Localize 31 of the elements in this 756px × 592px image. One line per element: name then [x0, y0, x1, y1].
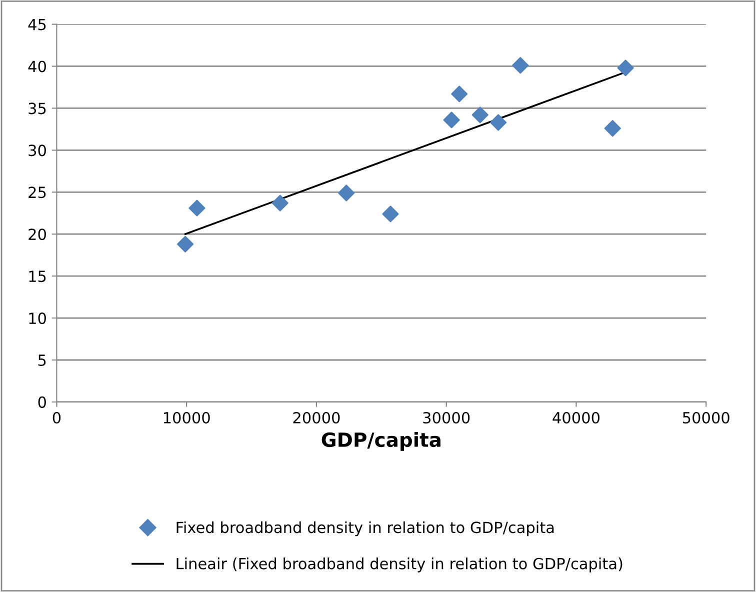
point — [451, 86, 468, 102]
point — [490, 114, 507, 131]
y-tick-label: 25 — [28, 186, 46, 198]
x-tick-label: 50000 — [682, 412, 730, 424]
x-tick-label: 20000 — [293, 412, 340, 424]
point — [176, 236, 194, 252]
y-tick-label: 5 — [38, 354, 46, 366]
y-tick-label: 45 — [28, 18, 46, 30]
x-tick-label: 30000 — [423, 412, 470, 424]
y-tick-label: 20 — [28, 228, 46, 240]
point — [188, 200, 206, 216]
y-tick-label: 15 — [29, 270, 46, 282]
x-tick-label: 10000 — [164, 412, 210, 424]
y-tick-label: 10 — [29, 312, 46, 324]
y-tick-label: 40 — [28, 60, 46, 72]
x-tick-label: 40000 — [552, 412, 600, 424]
x-tick-label: 0 — [52, 412, 61, 424]
point — [443, 112, 460, 128]
point — [617, 60, 634, 76]
y-tick-label: 35 — [28, 102, 46, 114]
point — [338, 184, 355, 202]
point — [272, 194, 288, 212]
y-tick-label: 0 — [38, 396, 46, 408]
y-tick-label: 30 — [28, 144, 46, 156]
point — [472, 106, 488, 124]
x-axis-title: GDP/capita — [322, 432, 440, 451]
legend-label: Fixed broadband density in relation to GDP/capita — [176, 521, 554, 536]
point — [382, 206, 399, 222]
point — [512, 57, 529, 74]
legend-label: Lineair (Fixed broadband density in relation to GDP/capita) — [176, 558, 622, 572]
point — [604, 120, 621, 137]
